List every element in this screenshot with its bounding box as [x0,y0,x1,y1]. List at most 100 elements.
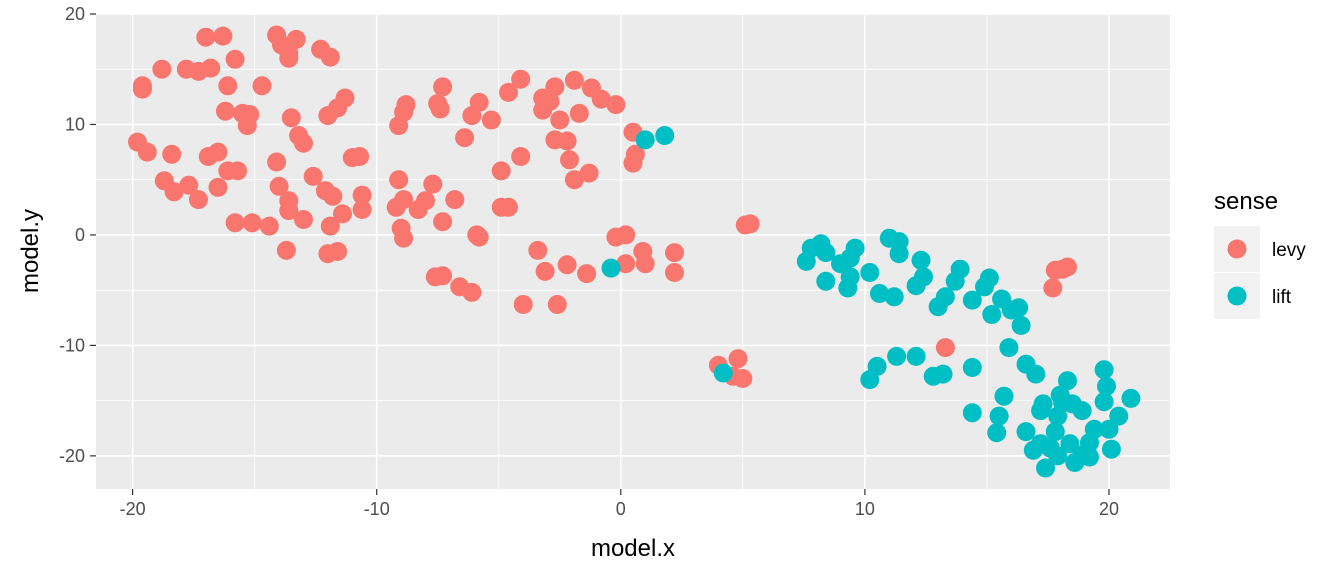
x-axis-title: model.x [591,535,675,562]
point-lift [1016,422,1036,442]
point-levy [137,142,157,162]
point-levy [513,295,533,314]
y-axis-title: model.y [17,209,44,293]
point-lift [889,244,909,264]
point-lift [911,250,931,270]
point-lift [989,406,1009,426]
y-tick-label: 0 [75,225,85,245]
point-lift [982,305,1002,324]
point-levy [286,29,306,49]
point-levy [213,26,233,46]
point-lift [1080,447,1099,467]
point-lift [1048,446,1068,466]
point-lift [1026,364,1046,384]
point-levy [196,27,216,47]
point-levy [218,76,238,96]
point-lift [962,358,982,377]
legend-label-levy: levy [1272,240,1306,261]
point-levy [279,48,299,68]
point-levy [1043,278,1063,298]
legend-dot-levy [1227,239,1247,259]
point-levy [294,210,313,229]
y-tick-label: -20 [59,446,85,466]
point-levy [535,261,555,281]
point-lift [914,267,933,287]
point-levy [491,161,511,181]
point-levy [433,77,453,97]
point-lift [1033,394,1053,414]
point-lift [962,290,982,310]
point-levy [132,79,152,99]
point-levy [569,103,589,123]
point-levy [528,240,548,260]
y-tick-label: 10 [65,114,85,134]
point-lift [1009,298,1029,318]
point-lift [1094,392,1114,412]
point-levy [416,191,435,211]
point-levy [294,133,313,153]
point-lift [979,268,999,288]
point-levy [396,95,416,115]
x-tick-label: 20 [1099,499,1119,519]
point-levy [545,77,565,97]
point-levy [386,197,406,217]
point-levy [577,264,597,284]
point-lift [1109,406,1129,426]
point-levy [423,174,443,194]
point-levy [481,110,501,130]
point-levy [189,190,208,210]
point-levy [540,91,560,111]
point-lift [870,284,889,303]
point-lift [1101,439,1121,459]
point-lift [635,130,655,150]
point-levy [276,240,296,260]
x-tick-label: 0 [616,499,626,519]
point-levy [164,182,184,202]
point-levy [352,185,372,205]
point-levy [303,166,323,186]
point-lift [1011,316,1031,335]
point-levy [389,170,409,190]
point-levy [350,147,370,166]
point-levy [511,69,531,89]
legend-label-lift: lift [1272,287,1292,308]
point-levy [320,216,340,236]
point-levy [152,59,172,79]
point-lift [950,259,970,279]
point-levy [616,225,636,245]
point-lift [601,258,621,278]
point-levy [225,213,245,233]
point-lift [816,243,836,263]
point-levy [323,186,343,206]
data-points [128,25,1141,478]
point-lift [655,126,675,145]
point-lift [1121,388,1141,408]
point-levy [320,47,340,67]
point-lift [1036,458,1055,478]
point-levy [579,163,599,183]
point-levy [215,101,235,121]
point-lift [884,287,904,307]
point-lift [840,248,860,268]
point-levy [733,369,753,388]
point-lift [935,287,955,307]
point-levy [433,212,453,232]
point-lift [887,346,907,366]
point-levy [328,242,348,261]
point-lift [860,263,880,282]
point-lift [816,271,836,291]
point-levy [616,254,636,274]
point-levy [469,227,489,247]
point-levy [279,201,299,221]
point-levy [433,266,453,286]
point-lift [1084,419,1104,439]
point-levy [606,95,626,115]
point-levy [208,142,228,162]
point-levy [635,254,655,274]
x-axis-ticks: -20 -10 0 10 20 [120,489,1119,519]
point-lift [994,386,1014,406]
point-lift [906,346,926,366]
point-levy [665,243,684,263]
point-levy [252,76,272,96]
